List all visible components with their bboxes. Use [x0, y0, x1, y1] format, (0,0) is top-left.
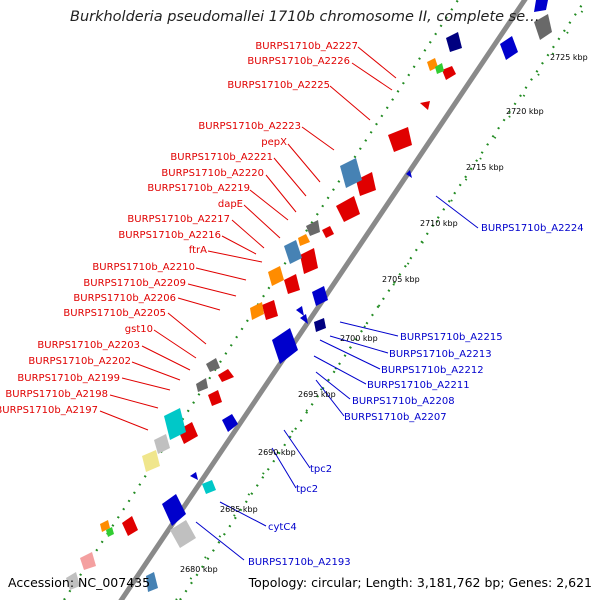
gene-block[interactable] [162, 494, 186, 526]
gene-label[interactable]: BURPS1710b_A2224 [481, 223, 584, 234]
gene-label[interactable]: BURPS1710b_A2197 [0, 405, 98, 416]
gene-label[interactable]: dapE [218, 199, 243, 210]
scale-ticks: 2725 kbp 2720 kbp 2715 kbp 2710 kbp 2705… [180, 53, 588, 574]
gene-block[interactable] [196, 378, 208, 392]
gene-label[interactable]: BURPS1710b_A2193 [248, 557, 351, 568]
map-title: Burkholderia pseudomallei 1710b chromoso… [70, 9, 540, 25]
gene-block[interactable] [268, 266, 284, 286]
kbp-tick: 2710 kbp [420, 219, 458, 228]
gene-label[interactable]: BURPS1710b_A2225 [227, 80, 330, 91]
gene-label[interactable]: BURPS1710b_A2210 [92, 262, 195, 273]
accession-text: Accession: NC_007435 [8, 575, 151, 590]
gene-block[interactable] [154, 434, 170, 454]
reverse-genes [146, 0, 552, 592]
gene-block[interactable] [306, 220, 320, 236]
kbp-tick: 2685 kbp [220, 505, 258, 514]
gene-block[interactable] [336, 196, 360, 222]
gene-block[interactable] [388, 127, 412, 152]
gene-block[interactable] [272, 328, 298, 364]
gene-block[interactable] [300, 248, 318, 274]
gene-label[interactable]: BURPS1710b_A2219 [147, 183, 250, 194]
gene-block[interactable] [435, 63, 444, 74]
gene-block[interactable] [420, 101, 430, 110]
gene-block[interactable] [298, 234, 310, 246]
kbp-tick: 2680 kbp [180, 565, 218, 574]
kbp-tick: 2715 kbp [466, 163, 504, 172]
gene-label[interactable]: BURPS1710b_A2221 [170, 152, 273, 163]
gene-label[interactable]: cytC4 [268, 522, 297, 533]
gene-block[interactable] [534, 0, 548, 12]
gene-block[interactable] [142, 450, 160, 472]
gene-block[interactable] [300, 314, 308, 324]
gene-block[interactable] [222, 414, 238, 432]
gene-label[interactable]: BURPS1710b_A2227 [255, 41, 358, 52]
forward-leaders [99, 46, 397, 431]
gene-block[interactable] [250, 302, 264, 320]
gene-label[interactable]: BURPS1710b_A2212 [381, 365, 484, 376]
gene-label[interactable]: BURPS1710b_A2207 [344, 412, 447, 423]
gene-block[interactable] [284, 240, 302, 264]
gene-label[interactable]: BURPS1710b_A2217 [127, 214, 230, 225]
gene-label[interactable]: BURPS1710b_A2226 [247, 56, 350, 67]
kbp-tick: 2705 kbp [382, 275, 420, 284]
gene-block[interactable] [206, 358, 220, 372]
gene-block[interactable] [322, 226, 334, 238]
gene-block[interactable] [164, 408, 186, 440]
reverse-leaders [195, 195, 479, 561]
gene-label[interactable]: BURPS1710b_A2215 [400, 332, 503, 343]
outer-dotted-guide [63, 0, 459, 600]
gene-block[interactable] [314, 318, 326, 332]
gene-block[interactable] [122, 516, 138, 536]
gene-block[interactable] [66, 572, 80, 590]
gene-block[interactable] [208, 390, 222, 406]
gene-block[interactable] [202, 480, 216, 494]
other-genes [66, 32, 462, 590]
gene-label[interactable]: BURPS1710b_A2202 [28, 356, 131, 367]
gene-block[interactable] [170, 520, 196, 548]
gene-block[interactable] [534, 14, 552, 40]
gene-block[interactable] [106, 527, 114, 537]
gene-label[interactable]: BURPS1710b_A2199 [17, 373, 120, 384]
gene-block[interactable] [406, 170, 412, 178]
gene-block[interactable] [100, 520, 110, 532]
gene-label[interactable]: BURPS1710b_A2206 [73, 293, 176, 304]
gene-block[interactable] [500, 36, 518, 60]
kbp-tick: 2725 kbp [550, 53, 588, 62]
gene-label[interactable]: BURPS1710b_A2203 [37, 340, 140, 351]
gene-label[interactable]: BURPS1710b_A2216 [118, 230, 221, 241]
gene-label[interactable]: BURPS1710b_A2223 [198, 121, 301, 132]
kbp-tick: 2695 kbp [298, 390, 336, 399]
gene-block[interactable] [218, 369, 234, 382]
gene-block[interactable] [80, 552, 96, 570]
gene-block[interactable] [190, 472, 198, 480]
gene-label[interactable]: BURPS1710b_A2213 [389, 349, 492, 360]
gene-label[interactable]: ftrA [189, 245, 207, 256]
gene-label[interactable]: BURPS1710b_A2198 [5, 389, 108, 400]
gene-label[interactable]: BURPS1710b_A2220 [161, 168, 264, 179]
forward-gene-labels: BURPS1710b_A2227 BURPS1710b_A2226 BURPS1… [0, 41, 358, 416]
gene-label[interactable]: BURPS1710b_A2205 [63, 308, 166, 319]
kbp-tick: 2700 kbp [340, 334, 378, 343]
gene-block[interactable] [296, 306, 304, 316]
topology-summary: Topology: circular; Length: 3,181,762 bp… [248, 575, 592, 590]
gene-label[interactable]: pepX [261, 137, 287, 148]
gene-label[interactable]: BURPS1710b_A2209 [83, 278, 186, 289]
gene-block[interactable] [442, 66, 456, 80]
kbp-tick: 2720 kbp [506, 107, 544, 116]
gene-block[interactable] [340, 158, 362, 188]
reverse-gene-labels: BURPS1710b_A2224 BURPS1710b_A2215 BURPS1… [248, 223, 584, 568]
gene-block[interactable] [262, 300, 278, 320]
gene-block[interactable] [146, 572, 158, 592]
gene-label[interactable]: tpc2 [296, 484, 318, 495]
gene-label[interactable]: gst10 [125, 324, 153, 335]
gene-block[interactable] [284, 274, 300, 294]
gene-block[interactable] [446, 32, 462, 52]
kbp-tick: 2690 kbp [258, 448, 296, 457]
gene-block[interactable] [312, 286, 328, 306]
gene-label[interactable]: BURPS1710b_A2211 [367, 380, 470, 391]
gene-label[interactable]: BURPS1710b_A2208 [352, 396, 455, 407]
forward-genes [122, 66, 456, 536]
gene-label[interactable]: tpc2 [310, 464, 332, 475]
